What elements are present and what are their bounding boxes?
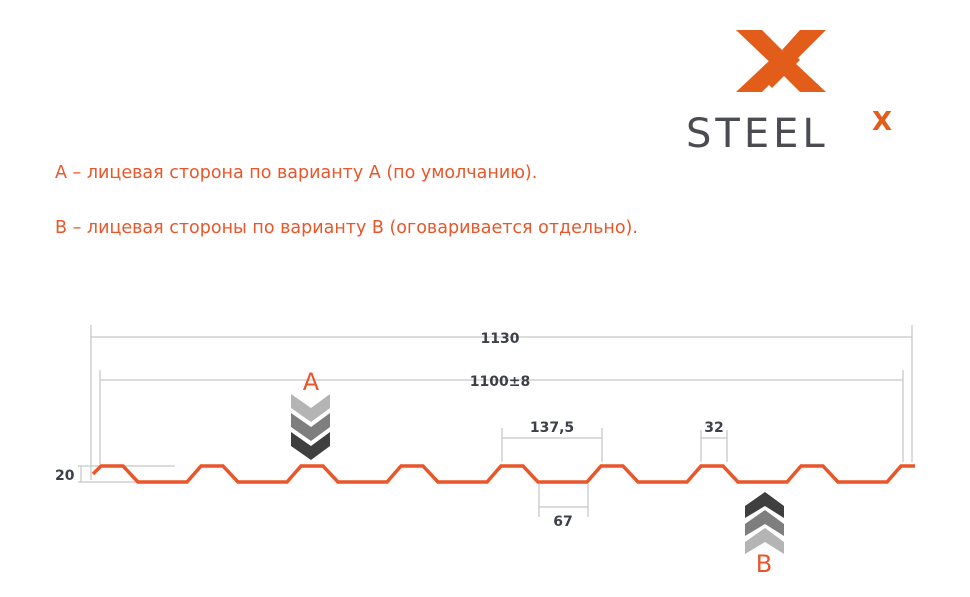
side-b-label: B <box>756 550 772 578</box>
dim-bottom-width: 67 <box>553 514 572 530</box>
side-b-chevrons-icon <box>745 492 784 554</box>
dim-height: 20 <box>55 468 75 484</box>
sheet-profile <box>91 464 915 484</box>
steelx-logo: STEEL X <box>686 30 892 157</box>
logo-superscript: X <box>872 107 892 137</box>
side-a-label: A <box>303 368 320 396</box>
dimension-lines <box>78 325 913 517</box>
side-a-chevrons-icon <box>291 394 330 460</box>
dim-top-width: 32 <box>704 420 723 436</box>
logo-text: STEEL <box>686 111 829 157</box>
dim-total-width: 1130 <box>481 331 520 347</box>
dim-working-width: 1100±8 <box>470 374 530 390</box>
note-side-b: В – лицевая стороны по варианту В (огова… <box>55 218 638 238</box>
note-side-a: А – лицевая сторона по варианту А (по ум… <box>55 163 538 183</box>
logo-x-mark <box>736 30 826 92</box>
dim-pitch: 137,5 <box>530 420 574 436</box>
